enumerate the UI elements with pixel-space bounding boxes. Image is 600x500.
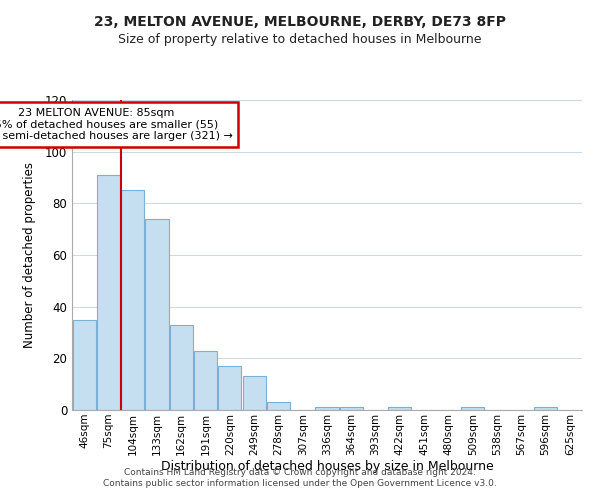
Bar <box>121 190 144 410</box>
Bar <box>170 325 193 410</box>
Text: Size of property relative to detached houses in Melbourne: Size of property relative to detached ho… <box>118 32 482 46</box>
Bar <box>218 366 241 410</box>
Text: 23, MELTON AVENUE, MELBOURNE, DERBY, DE73 8FP: 23, MELTON AVENUE, MELBOURNE, DERBY, DE7… <box>94 15 506 29</box>
Bar <box>97 175 120 410</box>
Y-axis label: Number of detached properties: Number of detached properties <box>23 162 37 348</box>
Bar <box>73 320 95 410</box>
Bar <box>534 408 557 410</box>
Text: Contains HM Land Registry data © Crown copyright and database right 2024.
Contai: Contains HM Land Registry data © Crown c… <box>103 468 497 487</box>
Bar <box>388 408 412 410</box>
Bar <box>340 408 363 410</box>
X-axis label: Distribution of detached houses by size in Melbourne: Distribution of detached houses by size … <box>161 460 493 473</box>
Bar <box>267 402 290 410</box>
Bar <box>242 376 266 410</box>
Bar <box>461 408 484 410</box>
Bar <box>194 350 217 410</box>
Text: 23 MELTON AVENUE: 85sqm
← 15% of detached houses are smaller (55)
85% of semi-de: 23 MELTON AVENUE: 85sqm ← 15% of detache… <box>0 108 233 141</box>
Bar <box>316 408 338 410</box>
Bar <box>145 219 169 410</box>
